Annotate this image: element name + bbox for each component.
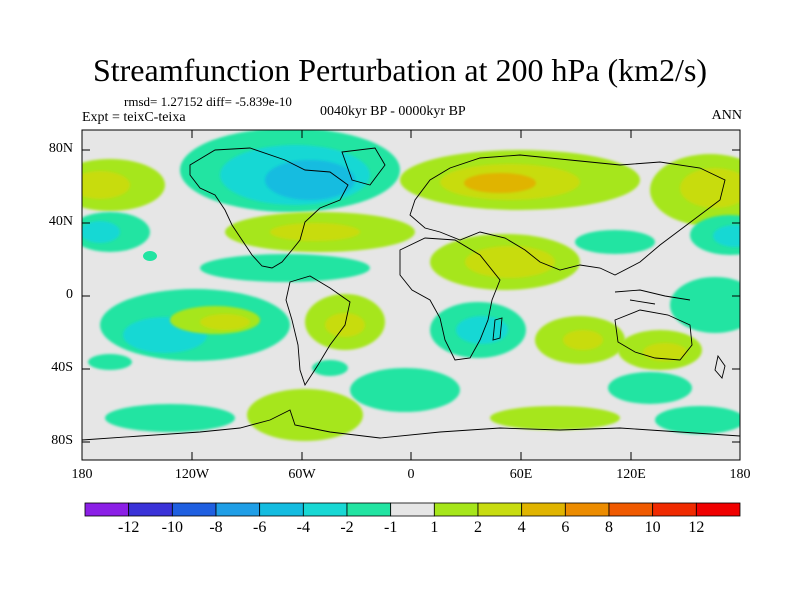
lon-label-60w: 60W (288, 467, 316, 482)
lon-label-0: 0 (407, 467, 415, 482)
colorbar-label: -8 (209, 519, 223, 536)
colorbar-label: -10 (161, 519, 183, 536)
north-america-coast (189, 147, 349, 269)
lat-label-0: 0 (66, 287, 73, 302)
contour-region (490, 406, 620, 430)
contour-region (713, 225, 740, 247)
contour-region (575, 230, 655, 254)
contour-region (265, 160, 355, 200)
contour-region (200, 254, 370, 282)
colorbar-box (433, 502, 479, 517)
colorbar-box (171, 502, 217, 517)
colorbar-box (652, 502, 697, 517)
colorbar-box (477, 502, 523, 517)
lat-label-40s: 40S (51, 360, 73, 375)
colorbar-label: 12 (688, 519, 705, 536)
colorbar-box (346, 502, 392, 517)
colorbar-label: 2 (474, 519, 482, 536)
australia-coast (614, 309, 693, 361)
contour-region (143, 251, 157, 261)
madagascar-coast (492, 317, 503, 341)
stats-text: rmsd= 1.27152 diff= -5.839e-10 (124, 94, 292, 109)
colorbar-box (302, 502, 348, 517)
colorbar-label: 8 (605, 519, 613, 536)
contour-region (670, 277, 740, 333)
contour-region (270, 223, 360, 241)
south-america-coast (285, 275, 351, 387)
colorbar-label: -4 (296, 519, 310, 536)
colorbar-box (695, 502, 741, 517)
contour-region (247, 389, 363, 441)
lon-label-120e: 120E (616, 467, 646, 482)
colorbar (84, 502, 741, 517)
eurasia-coast (409, 154, 726, 276)
contour-region (88, 354, 132, 370)
lon-label-120w: 120W (174, 467, 210, 482)
antarctica-coast (82, 409, 740, 441)
lon-label-180e: 180 (729, 467, 751, 482)
colorbar-label: -2 (340, 519, 354, 536)
contour-region (200, 314, 250, 330)
colorbar-label: 1 (430, 519, 439, 536)
colorbar-label: 10 (644, 519, 661, 536)
colorbar-box (564, 502, 610, 517)
new-zealand-coast (714, 354, 726, 379)
contour-region (350, 368, 460, 412)
lon-label-60e: 60E (509, 467, 533, 482)
indonesia-coast (614, 289, 691, 305)
colorbar-box (215, 502, 261, 517)
colorbar-box (128, 502, 173, 517)
colorbar-label: 6 (561, 519, 570, 536)
colorbar-box (259, 502, 304, 517)
contour-region (643, 343, 687, 361)
period-label: 0040kyr BP - 0000kyr BP (320, 104, 466, 119)
lat-label-80s: 80S (51, 433, 73, 448)
experiment-label: Expt = teixC-teixa (82, 110, 186, 125)
colorbar-box (390, 502, 435, 517)
contour-region (82, 221, 120, 243)
colorbar-label: -6 (252, 519, 267, 536)
streamfunction-field (82, 130, 740, 460)
africa-coast (399, 237, 501, 361)
axis-ticks (82, 130, 740, 460)
contour-region (655, 406, 740, 434)
season-label: ANN (711, 108, 742, 123)
contour-region (465, 246, 555, 278)
colorbar-box (608, 502, 654, 517)
contour-region (456, 316, 508, 344)
contour-region (680, 168, 740, 208)
contour-region (312, 360, 348, 376)
lat-label-80n: 80N (48, 141, 73, 156)
contour-region (464, 173, 536, 193)
contour-region (608, 372, 692, 404)
colorbar-label: -12 (117, 519, 140, 536)
lat-label-40n: 40N (48, 214, 73, 229)
colorbar-box (521, 502, 566, 517)
lon-label-180w: 180 (71, 467, 93, 482)
contour-region (105, 404, 235, 432)
coastlines (82, 147, 740, 441)
contour-region (82, 171, 130, 199)
colorbar-box (84, 502, 130, 517)
colorbar-label: -1 (383, 519, 398, 536)
colorbar-label: 4 (517, 519, 526, 536)
contour-region (563, 330, 603, 350)
greenland-coast (341, 147, 386, 186)
map-title: Streamfunction Perturbation at 200 hPa (… (92, 52, 708, 88)
